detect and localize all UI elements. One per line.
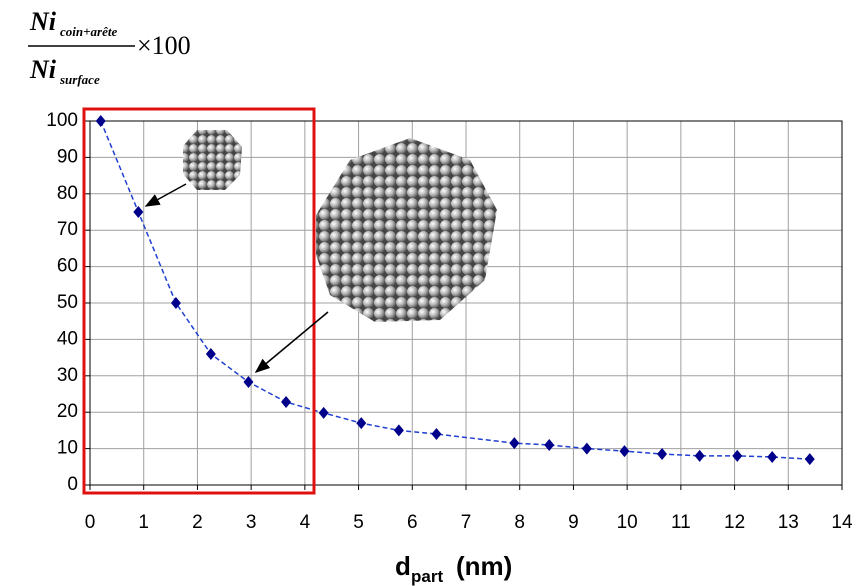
y-tick-label: 20	[57, 401, 78, 422]
point	[95, 115, 106, 127]
large-particle	[316, 138, 497, 322]
point	[509, 437, 520, 450]
point	[544, 438, 555, 451]
y-tick-label: 90	[57, 146, 78, 167]
point	[281, 396, 292, 409]
x-tick-label: 2	[192, 512, 203, 533]
point	[431, 428, 442, 441]
y-tick-label: 50	[57, 292, 78, 313]
x-label-sub: part	[411, 567, 443, 586]
point	[804, 453, 815, 466]
denominator: Ni	[29, 55, 57, 84]
numerator-sub: coin+arête	[60, 24, 117, 39]
x-tick-label: 7	[461, 512, 472, 533]
x-tick-label: 9	[568, 512, 579, 533]
y-tick-label: 10	[57, 438, 78, 459]
x-tick-label: 0	[85, 512, 96, 533]
point	[767, 450, 778, 463]
x-tick-label: 14	[831, 512, 853, 533]
y-axis-label: Ni coin+arête Ni surface ×100	[28, 7, 191, 87]
point	[694, 449, 705, 462]
y-tick-label: 80	[57, 183, 78, 204]
y-tick-label: 30	[57, 365, 78, 386]
x-axis-label: d part (nm)	[395, 551, 512, 586]
point	[657, 448, 668, 461]
x-tick-label: 3	[246, 512, 257, 533]
point	[619, 445, 630, 458]
small-particle	[183, 130, 242, 190]
y-tick-label: 70	[57, 219, 78, 240]
x-tick-label: 13	[778, 512, 799, 533]
point	[356, 417, 367, 430]
arrow	[144, 183, 187, 207]
y-tick-label: 40	[57, 328, 78, 349]
x-tick-label: 1	[138, 512, 149, 533]
plot-border	[89, 120, 843, 486]
x-tick-label: 8	[514, 512, 525, 533]
point	[170, 297, 181, 309]
x-tick-label: 4	[300, 512, 311, 533]
x-tick-label: 6	[407, 512, 418, 533]
arrow	[254, 311, 329, 373]
x-tick-label: 11	[671, 512, 691, 533]
x-tick-label: 10	[617, 512, 638, 533]
point	[133, 206, 144, 218]
factor: ×100	[137, 31, 191, 60]
point	[205, 347, 216, 360]
marks	[95, 115, 815, 466]
denominator-sub: surface	[59, 72, 100, 87]
point	[581, 442, 592, 455]
y-tick-label: 0	[67, 474, 78, 495]
x-tick-label: 12	[724, 512, 745, 533]
y-tick-label: 100	[46, 110, 78, 131]
point	[243, 375, 254, 388]
highlight-box	[82, 107, 316, 495]
x-label-main: d	[395, 551, 411, 581]
point	[732, 449, 743, 462]
point	[318, 406, 329, 419]
point	[393, 424, 404, 437]
numerator: Ni	[29, 7, 57, 36]
y-tick-label: 60	[57, 256, 78, 277]
x-label-unit: (nm)	[456, 551, 512, 581]
x-tick-label: 5	[353, 512, 364, 533]
